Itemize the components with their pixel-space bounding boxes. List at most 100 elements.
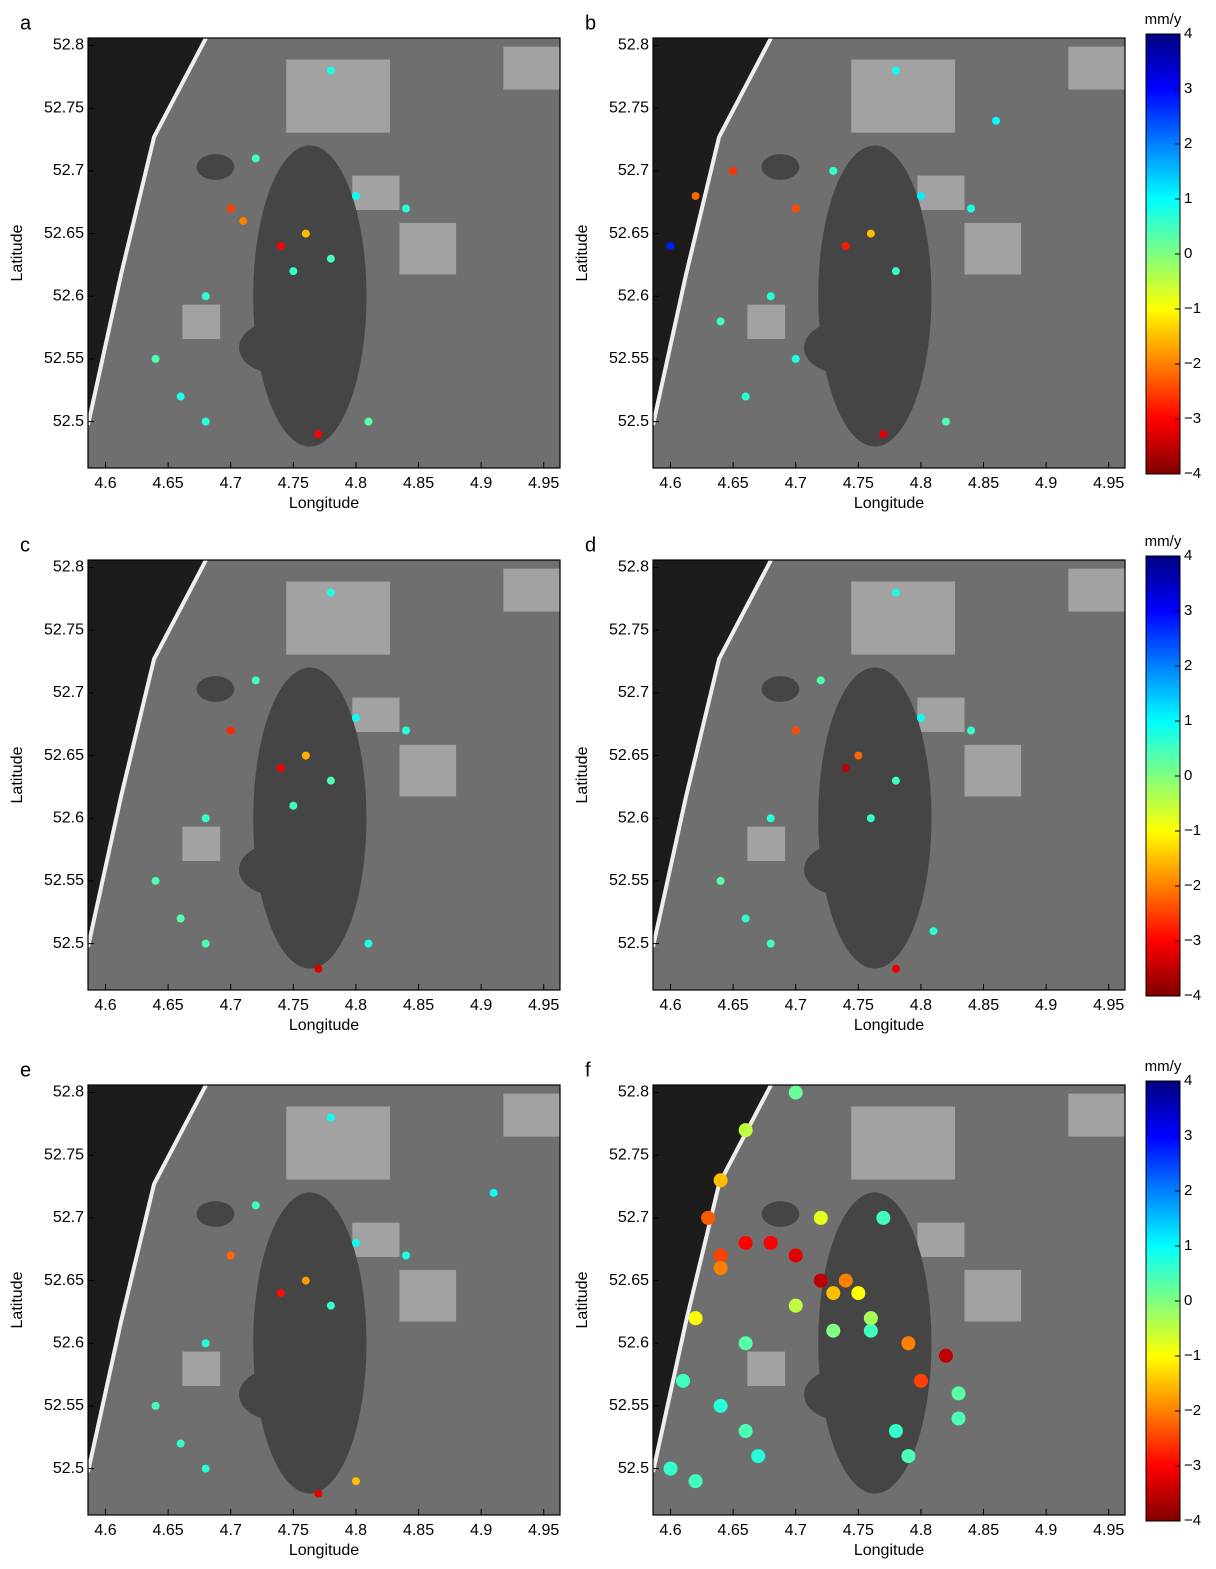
velocity-point [151, 1401, 160, 1410]
x-tick-label: 4.95 [528, 1522, 559, 1539]
x-tick-label: 4.7 [220, 997, 242, 1014]
velocity-point [326, 1113, 335, 1122]
velocity-point [766, 939, 775, 948]
velocity-point [326, 1301, 335, 1310]
dark-polder [196, 1201, 235, 1227]
velocity-point [866, 229, 875, 238]
y-tick-label: 52.8 [53, 1084, 84, 1101]
map [653, 38, 1125, 468]
colorbar-title: mm/y [1145, 533, 1182, 550]
velocity-point [891, 588, 900, 597]
map [88, 38, 560, 468]
colorbar [1145, 33, 1181, 475]
x-tick-label: 4.9 [1035, 1522, 1057, 1539]
velocity-point [841, 242, 850, 251]
y-tick-label: 52.65 [44, 747, 84, 764]
colorbar-tick-label: −4 [1184, 465, 1201, 482]
colorbar-tick-label: 1 [1184, 190, 1192, 207]
colorbar-tick-label: −4 [1184, 1512, 1201, 1529]
colorbar-tick-label: 0 [1184, 767, 1192, 784]
y-tick-label: 52.55 [609, 350, 649, 367]
x-tick-label: 4.7 [220, 1522, 242, 1539]
x-tick-label: 4.9 [470, 997, 492, 1014]
x-tick-label: 4.85 [968, 997, 999, 1014]
bright-field [503, 568, 560, 612]
velocity-point [888, 1424, 903, 1439]
bright-field [286, 1106, 391, 1180]
velocity-point [201, 814, 210, 823]
y-tick-label: 52.6 [53, 809, 84, 826]
y-axis-label: Latitude [9, 1271, 26, 1328]
velocity-point [901, 1449, 916, 1464]
velocity-point [751, 1449, 766, 1464]
velocity-point [176, 392, 185, 401]
velocity-point [402, 1251, 411, 1260]
bright-field [503, 1093, 560, 1137]
velocity-point [326, 66, 335, 75]
x-axis-label: Longitude [854, 1542, 924, 1559]
velocity-point [967, 204, 976, 213]
x-tick-label: 4.7 [785, 997, 807, 1014]
sea [653, 560, 771, 947]
colorbar-title: mm/y [1145, 1058, 1182, 1075]
velocity-point [713, 1261, 728, 1276]
velocity-point [351, 713, 360, 722]
y-tick-label: 52.55 [44, 872, 84, 889]
colorbar-tick-label: 0 [1184, 245, 1192, 262]
x-tick-label: 4.95 [528, 475, 559, 492]
colorbar-tick-label: −1 [1184, 1347, 1201, 1364]
x-tick-label: 4.65 [153, 475, 184, 492]
x-tick-label: 4.75 [843, 475, 874, 492]
bright-field [917, 697, 965, 732]
velocity-point [738, 1424, 753, 1439]
x-tick-label: 4.7 [785, 1522, 807, 1539]
y-tick-label: 52.7 [618, 684, 649, 701]
colorbar-tick-label: −2 [1184, 355, 1201, 372]
velocity-point [967, 726, 976, 735]
x-axis-label: Longitude [289, 1017, 359, 1034]
bright-field [851, 581, 956, 655]
x-axis-label: Longitude [289, 1542, 359, 1559]
bright-field [286, 581, 391, 655]
velocity-point [151, 876, 160, 885]
x-tick-label: 4.8 [910, 1522, 932, 1539]
x-axis-label: Longitude [854, 1017, 924, 1034]
beach [88, 1085, 208, 1473]
bright-field [917, 175, 965, 210]
velocity-point [916, 191, 925, 200]
velocity-point [201, 1339, 210, 1348]
velocity-point [891, 66, 900, 75]
velocity-point [251, 1201, 260, 1210]
velocity-point [713, 1248, 728, 1263]
velocity-point [314, 964, 323, 973]
velocity-point [289, 801, 298, 810]
velocity-point [854, 751, 863, 760]
velocity-point [929, 927, 938, 936]
y-tick-label: 52.8 [618, 559, 649, 576]
colorbar-tick-label: −1 [1184, 822, 1201, 839]
velocity-point [716, 876, 725, 885]
colorbar [1145, 555, 1181, 997]
bright-field [851, 59, 956, 133]
colorbar-tick-label: −3 [1184, 1457, 1201, 1474]
sea [653, 38, 771, 425]
x-tick-label: 4.65 [153, 997, 184, 1014]
bright-field [747, 1351, 786, 1386]
bright-field [503, 46, 560, 90]
velocity-point [992, 116, 1001, 125]
bright-field [1068, 1093, 1125, 1137]
dark-polder [761, 676, 800, 702]
axes-frame [652, 1084, 1126, 1516]
dark-polder [761, 154, 800, 180]
velocity-point [716, 317, 725, 326]
y-axis-label: Latitude [574, 746, 591, 803]
x-tick-label: 4.65 [718, 1522, 749, 1539]
dark-polder [818, 667, 932, 969]
y-axis-label: Latitude [574, 224, 591, 281]
x-tick-label: 4.85 [403, 475, 434, 492]
y-tick-label: 52.55 [44, 350, 84, 367]
x-tick-label: 4.7 [220, 475, 242, 492]
bright-field [399, 1269, 457, 1322]
bright-field [917, 1222, 965, 1257]
y-tick-label: 52.55 [609, 872, 649, 889]
